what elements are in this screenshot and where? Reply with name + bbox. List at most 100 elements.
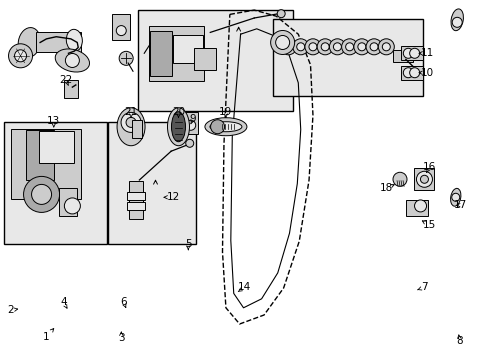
Circle shape [451, 17, 461, 27]
Circle shape [409, 48, 419, 58]
Circle shape [382, 43, 389, 51]
Circle shape [341, 39, 357, 55]
Text: 4: 4 [60, 297, 67, 307]
Bar [400, 46, 422, 60]
Circle shape [284, 43, 292, 51]
Circle shape [308, 43, 316, 51]
Circle shape [378, 39, 393, 55]
Circle shape [8, 44, 33, 68]
Ellipse shape [18, 28, 41, 57]
Text: 21: 21 [124, 107, 138, 117]
Text: 11: 11 [420, 48, 434, 58]
Circle shape [353, 39, 369, 55]
Bar [39, 131, 74, 163]
Bar [64, 80, 78, 98]
Circle shape [210, 120, 224, 134]
Bar [26, 130, 54, 180]
Text: 16: 16 [422, 162, 435, 172]
Text: 14: 14 [237, 282, 251, 292]
Ellipse shape [167, 108, 189, 146]
Circle shape [333, 43, 341, 51]
Text: 2: 2 [7, 305, 14, 315]
Text: 3: 3 [118, 333, 124, 343]
Circle shape [119, 51, 133, 65]
Circle shape [409, 68, 419, 78]
Bar [148, 26, 203, 81]
Bar [138, 10, 293, 111]
Circle shape [65, 54, 79, 67]
Text: 6: 6 [120, 297, 126, 307]
Bar [400, 66, 422, 80]
Text: 7: 7 [420, 282, 427, 292]
Circle shape [317, 39, 332, 55]
Ellipse shape [449, 188, 460, 206]
Circle shape [121, 112, 141, 132]
Circle shape [420, 175, 427, 183]
Circle shape [23, 176, 60, 212]
Text: 15: 15 [422, 220, 435, 230]
Bar [414, 168, 433, 190]
Circle shape [305, 39, 320, 55]
Bar [129, 181, 142, 219]
Circle shape [185, 120, 195, 130]
Bar [194, 48, 216, 71]
Circle shape [275, 36, 289, 49]
Bar [112, 14, 130, 40]
Bar [4, 122, 106, 244]
Ellipse shape [117, 108, 145, 146]
Bar [36, 32, 81, 53]
Bar [183, 112, 197, 134]
Ellipse shape [204, 118, 246, 136]
Bar [11, 129, 81, 199]
Ellipse shape [55, 49, 89, 72]
Bar [393, 50, 412, 62]
Circle shape [270, 31, 294, 54]
Text: 1: 1 [43, 332, 50, 342]
Text: 22: 22 [59, 75, 73, 85]
Text: 12: 12 [166, 192, 180, 202]
Bar [405, 200, 427, 216]
Circle shape [116, 26, 126, 36]
Bar [60, 188, 77, 216]
Text: 13: 13 [47, 116, 61, 126]
Circle shape [392, 172, 406, 186]
Text: 5: 5 [184, 239, 191, 249]
Circle shape [321, 43, 328, 51]
Circle shape [32, 184, 51, 204]
Circle shape [292, 39, 308, 55]
Circle shape [280, 39, 296, 55]
Circle shape [369, 43, 377, 51]
Text: 17: 17 [453, 200, 467, 210]
Circle shape [403, 68, 412, 78]
Bar [127, 202, 144, 210]
Circle shape [366, 39, 381, 55]
Text: 20: 20 [172, 107, 184, 117]
Text: 9: 9 [189, 114, 196, 124]
Circle shape [277, 10, 285, 18]
Circle shape [126, 117, 136, 127]
Ellipse shape [450, 9, 463, 31]
Ellipse shape [66, 29, 82, 51]
Circle shape [416, 171, 431, 187]
Ellipse shape [209, 122, 242, 132]
Text: 19: 19 [219, 107, 232, 117]
Text: 18: 18 [379, 183, 392, 193]
Circle shape [296, 43, 304, 51]
Bar [272, 19, 422, 96]
Circle shape [451, 193, 459, 201]
Bar [173, 35, 203, 63]
Circle shape [329, 39, 345, 55]
Text: 8: 8 [455, 336, 462, 346]
Bar [132, 120, 142, 138]
Circle shape [185, 139, 193, 147]
Circle shape [345, 43, 353, 51]
Circle shape [357, 43, 365, 51]
Circle shape [64, 198, 80, 214]
Circle shape [403, 48, 412, 58]
Bar [107, 122, 195, 244]
Text: 10: 10 [421, 68, 433, 78]
Ellipse shape [171, 112, 185, 142]
Circle shape [414, 200, 426, 212]
Bar [127, 192, 144, 200]
Circle shape [15, 50, 26, 62]
